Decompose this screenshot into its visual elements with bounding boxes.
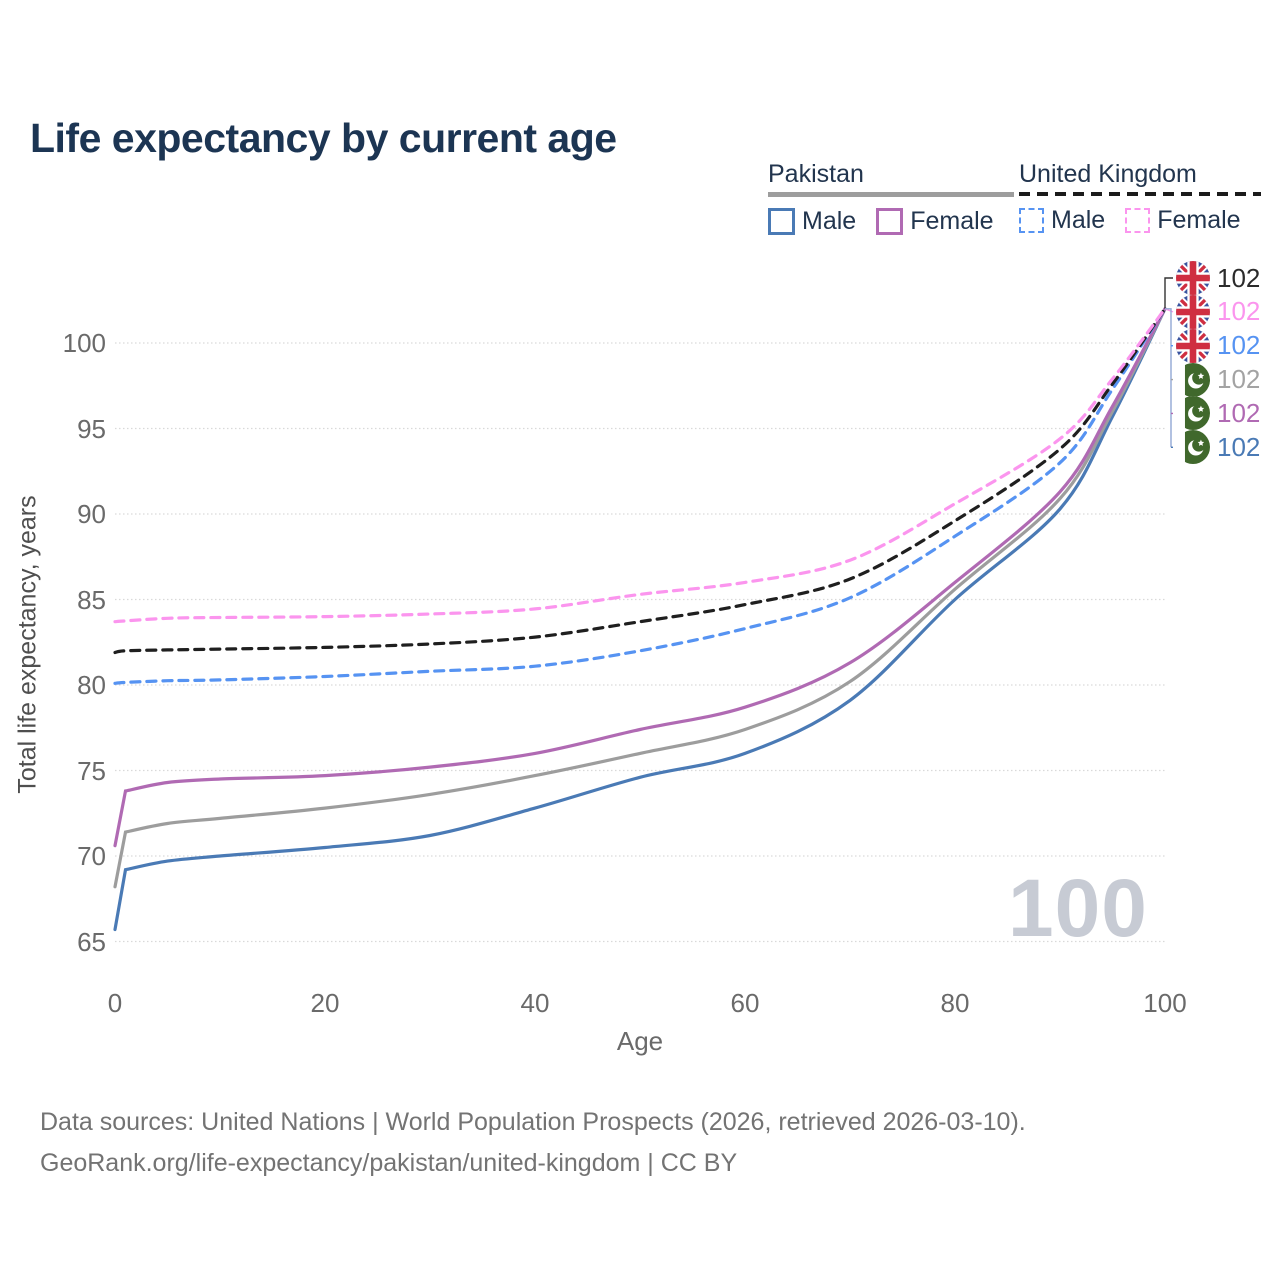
- y-tick-label: 80: [77, 670, 106, 700]
- pakistan-flag: [1176, 362, 1210, 397]
- hover-age-watermark: 100: [1008, 863, 1148, 954]
- uk-flag: [1176, 261, 1210, 295]
- series-line-united-kingdom-female[interactable]: [113, 307, 1167, 624]
- x-tick-label: 80: [940, 988, 970, 1018]
- y-tick-label: 85: [77, 584, 106, 615]
- end-label-value: 102: [1217, 431, 1261, 462]
- x-tick-label: 60: [730, 988, 760, 1018]
- y-tick-label: 65: [77, 926, 106, 957]
- legend-item-label: Male: [1051, 206, 1106, 234]
- end-label-row: 102: [1176, 430, 1261, 465]
- uk-flag: [1176, 328, 1210, 363]
- y-tick-label: 95: [77, 413, 106, 444]
- legend-header-label: United Kingdom: [1019, 160, 1197, 188]
- pakistan-flag: [1176, 396, 1210, 431]
- legend-item-pakistan-female[interactable]: Female: [876, 207, 994, 236]
- attribution-caption: GeoRank.org/life-expectancy/pakistan/uni…: [40, 1149, 738, 1177]
- series-line-pakistan-both-sexes[interactable]: [113, 307, 1167, 889]
- end-label-connector: [1164, 308, 1174, 313]
- y-tick-label: 75: [77, 755, 106, 786]
- x-tick-label: 20: [310, 988, 340, 1018]
- end-label-row: 102: [1176, 328, 1261, 363]
- pakistan-flag-icon: [1176, 430, 1210, 465]
- end-label-connector: [1165, 308, 1172, 448]
- end-label-value: 102: [1217, 330, 1261, 361]
- legend-group-united-kingdom: United Kingdom Male Female: [1019, 160, 1261, 235]
- end-label-row: 102: [1176, 294, 1261, 329]
- legend-item-pakistan-male[interactable]: Male: [768, 207, 856, 236]
- x-axis-title: Age: [616, 1026, 664, 1056]
- series-line-pakistan-male[interactable]: [113, 307, 1167, 932]
- legend-item-label: Male: [802, 207, 857, 235]
- end-label-row: 102: [1176, 396, 1261, 431]
- legend-group-pakistan: Pakistan Male Female: [768, 160, 1014, 236]
- end-label-value: 102: [1217, 262, 1261, 293]
- uk-female-swatch: [1125, 208, 1151, 233]
- series-line-pakistan-female[interactable]: [113, 307, 1167, 848]
- uk-flag-icon: [1176, 261, 1210, 295]
- legend-item-label: Female: [1157, 206, 1241, 234]
- pakistan-flag: [1176, 430, 1210, 465]
- end-label-value: 102: [1217, 364, 1261, 395]
- uk-flag: [1176, 294, 1210, 329]
- series-line-united-kingdom-both-sexes[interactable]: [113, 307, 1167, 655]
- legend-item-uk-female[interactable]: Female: [1125, 206, 1241, 235]
- pakistan-underline-swatch: [768, 192, 1014, 197]
- pakistan-flag-icon: [1176, 396, 1210, 431]
- uk-male-swatch: [1019, 208, 1044, 233]
- legend-header-label: Pakistan: [768, 160, 864, 188]
- uk-flag-icon: [1176, 328, 1210, 363]
- end-label-value: 102: [1217, 296, 1261, 327]
- x-tick-label: 40: [520, 988, 550, 1018]
- end-label-row: 102: [1176, 261, 1260, 295]
- united-kingdom-underline-swatch: [1019, 192, 1261, 196]
- end-label-connector: [1164, 277, 1173, 309]
- page-title: Life expectancy by current age: [30, 115, 617, 162]
- pakistan-male-swatch: [768, 208, 795, 235]
- legend-item-label: Female: [910, 207, 994, 235]
- end-label-value: 102: [1217, 397, 1261, 428]
- legend-header-united-kingdom[interactable]: United Kingdom: [1019, 160, 1261, 196]
- series-line-united-kingdom-male[interactable]: [113, 307, 1167, 685]
- y-tick-label: 90: [77, 499, 106, 529]
- y-tick-label: 100: [62, 328, 106, 358]
- pakistan-flag-icon: [1176, 362, 1210, 397]
- legend-header-pakistan[interactable]: Pakistan: [768, 160, 1014, 197]
- y-tick-label: 70: [77, 841, 106, 871]
- data-sources-caption: Data sources: United Nations | World Pop…: [40, 1108, 1026, 1136]
- end-label-row: 102: [1176, 362, 1261, 397]
- x-tick-label: 0: [107, 988, 123, 1018]
- x-tick-label: 100: [1143, 988, 1187, 1018]
- legend-item-uk-male[interactable]: Male: [1019, 206, 1105, 235]
- uk-flag-icon: [1176, 294, 1210, 329]
- pakistan-female-swatch: [876, 208, 904, 235]
